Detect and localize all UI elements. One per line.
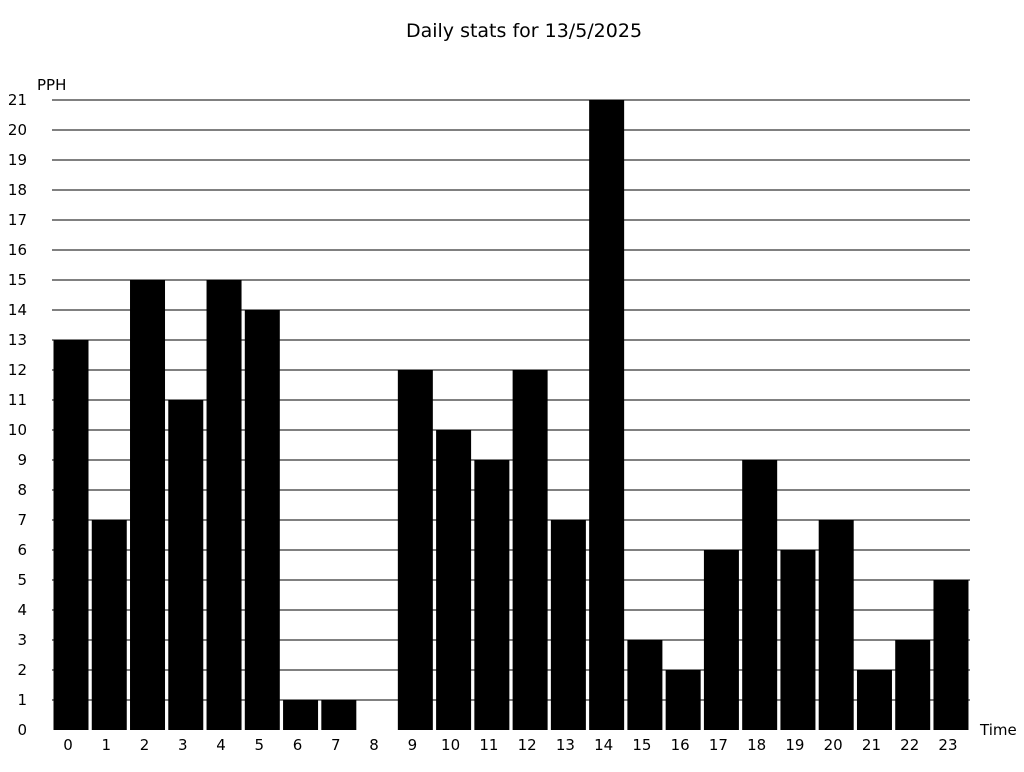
x-tick-label: 6 [293, 736, 303, 754]
y-tick-label: 10 [8, 421, 27, 439]
x-tick-label: 1 [101, 736, 111, 754]
bar-13 [550, 520, 586, 730]
y-tick-label: 14 [8, 301, 27, 319]
x-tick-label: 5 [255, 736, 265, 754]
x-tick-label: 13 [556, 736, 575, 754]
x-tick-label: 19 [785, 736, 804, 754]
y-tick-label: 0 [17, 721, 27, 739]
y-tick-label: 18 [8, 181, 27, 199]
y-tick-label: 9 [17, 451, 27, 469]
chart-title: Daily stats for 13/5/2025 [406, 20, 642, 42]
y-tick-label: 7 [17, 511, 27, 529]
bar-0 [53, 340, 89, 730]
y-tick-label: 15 [8, 271, 27, 289]
y-tick-label: 21 [8, 91, 27, 109]
x-tick-label: 17 [709, 736, 728, 754]
y-tick-label: 5 [17, 571, 27, 589]
bar-22 [895, 640, 931, 730]
bar-23 [933, 580, 969, 730]
x-tick-label: 14 [594, 736, 613, 754]
x-tick-label: 0 [63, 736, 73, 754]
y-tick-label: 13 [8, 331, 27, 349]
bar-9 [397, 370, 433, 730]
x-tick-label: 18 [747, 736, 766, 754]
bar-16 [665, 670, 701, 730]
x-tick-label: 3 [178, 736, 188, 754]
y-tick-label: 3 [17, 631, 27, 649]
bar-15 [627, 640, 663, 730]
x-tick-label: 12 [518, 736, 537, 754]
y-tick-label: 20 [8, 121, 27, 139]
x-tick-label: 23 [938, 736, 957, 754]
bar-3 [168, 400, 204, 730]
bar-10 [436, 430, 472, 730]
bar-6 [283, 700, 319, 730]
y-tick-label: 8 [17, 481, 27, 499]
x-tick-labels: 0 1 2 3 4 5 6 7 8 9 10 11 12 13 14 15 16 17 18 19 20 21 22 23 [63, 736, 957, 754]
x-tick-label: 15 [632, 736, 651, 754]
gridlines [52, 99, 970, 701]
x-tick-label: 22 [900, 736, 919, 754]
bar-14 [589, 100, 625, 730]
bar-17 [703, 550, 739, 730]
bar-1 [91, 520, 127, 730]
x-tick-label: 2 [140, 736, 150, 754]
y-tick-label: 19 [8, 151, 27, 169]
x-axis-label: Time [979, 721, 1017, 739]
x-tick-label: 10 [441, 736, 460, 754]
bar-7 [321, 700, 357, 730]
y-tick-label: 6 [17, 541, 27, 559]
bar-11 [474, 460, 510, 730]
y-tick-label: 2 [17, 661, 27, 679]
bar-12 [512, 370, 548, 730]
bar-4 [206, 280, 242, 730]
y-tick-label: 11 [8, 391, 27, 409]
bar-5 [244, 310, 280, 730]
bar-19 [780, 550, 816, 730]
y-tick-label: 1 [17, 691, 27, 709]
x-tick-label: 21 [862, 736, 881, 754]
bar-20 [818, 520, 854, 730]
x-tick-label: 4 [216, 736, 226, 754]
y-tick-label: 12 [8, 361, 27, 379]
bar-18 [742, 460, 778, 730]
y-axis-label: PPH [37, 76, 66, 94]
bar-21 [856, 670, 892, 730]
bars [53, 100, 969, 730]
y-tick-label: 17 [8, 211, 27, 229]
x-tick-label: 16 [671, 736, 690, 754]
y-tick-label: 4 [17, 601, 27, 619]
x-tick-label: 9 [408, 736, 418, 754]
x-tick-label: 7 [331, 736, 341, 754]
x-tick-label: 8 [369, 736, 379, 754]
bar-2 [130, 280, 166, 730]
x-tick-label: 11 [479, 736, 498, 754]
x-tick-label: 20 [824, 736, 843, 754]
y-tick-label: 16 [8, 241, 27, 259]
